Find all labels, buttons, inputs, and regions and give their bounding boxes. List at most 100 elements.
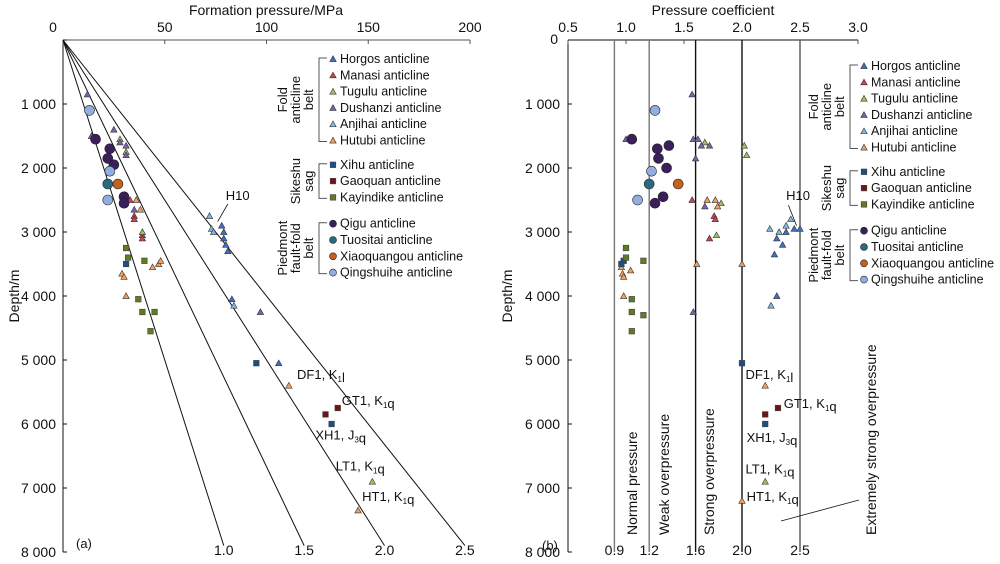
panel-b-y-tick-label: 4 000 [525,288,560,304]
panel-b-data-point [782,221,790,229]
panel-a-data-point [84,105,95,116]
panel-b-well-label: XH1, J3q [747,430,798,448]
panel-b-threshold-label: 2.0 [732,542,752,558]
panel-a-y-tick-label: 4 000 [21,288,56,304]
panel-b-legend-marker [860,259,868,268]
panel-a-data-point [368,477,377,485]
panel-a-data-point [83,90,92,98]
panel-a-data-point [139,308,146,316]
panel-a-legend-group-label: belt [301,237,316,258]
panel-b-legend-marker [860,275,868,284]
panel-a-legend-marker [329,55,337,62]
panel-a-data-point [148,263,157,271]
panel-a-data-point [222,240,230,248]
panel-a-label: (a) [76,536,92,551]
panel-a-legend-marker [329,71,337,79]
panel-b-legend-entry: Qingshuihe anticline [871,273,984,287]
panel-b-zone-label: Strong overpressure [701,408,717,535]
panel-a-y-tick-label: 5 000 [21,352,56,368]
panel-a-data-point [154,260,163,267]
panel-b-legend-group-label: Sikeshu [819,165,834,211]
panel-a-legend-entry: Qigu anticline [340,217,416,231]
panel-a-ylabel: Depth/m [6,270,22,323]
panel-b-data-point [653,153,664,164]
panel-b-legend-marker [860,185,868,192]
panel-a-legend-entry: Qingshuihe anticline [340,266,453,280]
panel-a-legend-marker [329,219,337,228]
panel-b-data-point [688,90,696,98]
panel-a-data-point [116,138,124,146]
panel-b-data-point [697,141,706,149]
panel-a-legend-entry: Manasi anticline [340,68,430,82]
panel-b-data-point [790,224,798,232]
panel-b-data-point [713,202,722,210]
panel-a-data-point [230,301,238,309]
panel-b-threshold-label: 1.6 [686,542,706,558]
panel-b-data-point [782,228,790,235]
panel-a-legend-marker [329,87,337,95]
panel-a-data-point [130,205,138,213]
panel-a-pressure-line [62,39,305,546]
panel-b-y-tick-label: 0 [550,31,558,47]
panel-b-legend-entry: Xiaoquangou anticline [871,256,994,270]
panel-b-x-tick-label: 2.5 [790,19,810,35]
panel-b-legend-marker [860,111,868,118]
panel-a-y-tick-label: 2 000 [21,160,56,176]
panel-b-data-point [652,143,663,155]
panel-a-well-label: DF1, K1l [297,367,345,385]
panel-b-data-point [693,260,701,267]
panel-a-legend-marker [329,252,337,261]
panel-a-x-tick-label: 150 [357,19,381,35]
panel-a-data-point [122,260,130,268]
panel-a-data-point [275,359,283,367]
panel-b-well-label: LT1, K1q [745,461,794,479]
panel-b-data-point [711,215,720,223]
panel-a-data-point [122,141,130,149]
panel-a-legend-marker [329,104,337,111]
panel-a-data-point [205,212,214,219]
panel-b-data-point [657,191,669,203]
panel-a-data-point [354,506,362,514]
panel-a-x-tick-label: 0 [49,19,57,35]
panel-a-y-tick-label: 6 000 [21,416,56,432]
panel-b-data-point [740,141,749,149]
panel-a-data-point [256,308,265,315]
panel-a-legend-bracket [318,222,327,275]
panel-a-legend-entry: Kayindike anticline [340,190,444,204]
panel-a-data-point [122,151,130,159]
panel-b-legend-entry: Horgos anticline [871,59,961,73]
panel-b-well-label: DF1, K1l [745,367,793,385]
panel-a-legend-group-label: Piedmont [275,220,290,275]
panel-b-data-point [688,196,696,203]
panel-b-data-point [712,231,721,239]
panel-b-data-point [649,197,661,209]
panel-a-y-tick-label: 3 000 [21,224,56,240]
panel-b-legend-marker [860,168,868,175]
panel-b-data-point [742,151,751,159]
panel-b-zone-label: Weak overpressure [656,414,672,535]
panel-b-y-tick-label: 3 000 [525,224,560,240]
panel-b-x-tick-label: 0.5 [558,19,578,35]
panel-b-legend-group-label: anticline [819,83,834,131]
panel-a-legend-entry: Xiaoquangou anticline [340,249,463,263]
panel-a-data-point [102,178,114,190]
panel-a-well-label: GT1, K1q [342,393,395,411]
panel-b-legend-bracket [849,170,858,206]
panel-a-well-label: XH1, J3q [315,427,366,445]
panel-a-pressure-line-label: 1.5 [294,542,314,558]
panel-b-x-tick-label: 2.0 [732,19,752,35]
panel-b-legend-entry: Kayindike anticline [871,197,975,211]
panel-b-data-point [774,404,782,412]
panel-b-y-tick-label: 6 000 [525,416,560,432]
panel-a-x-tick-label: 100 [255,19,279,35]
panel-b-well-label: GT1, K1q [784,396,837,414]
panel-b-data-point [628,308,635,316]
panel-a-data-point [228,295,236,303]
panel-b-legend-marker [860,127,868,135]
panel-b-legend-marker [860,94,868,102]
panel-a-legend-entry: Horgos anticline [340,52,430,66]
panel-b-data-point [773,292,781,299]
panel-a-legend-marker [329,236,337,244]
panel-a-data-point [209,228,218,235]
panel-b-data-point [640,312,647,319]
